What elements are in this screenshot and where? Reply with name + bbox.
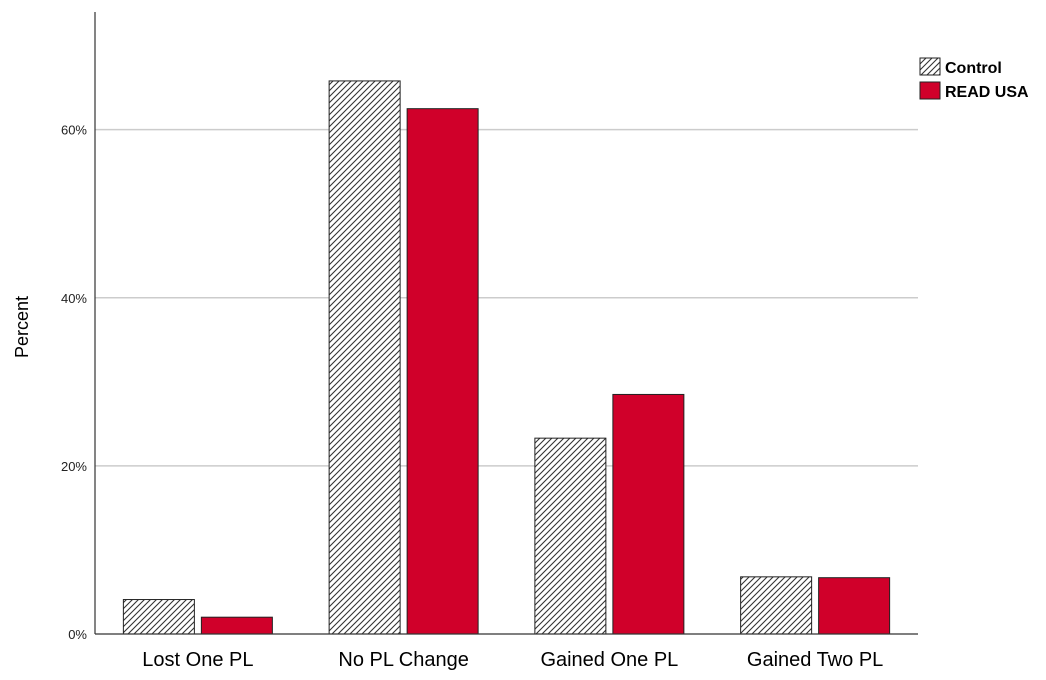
legend-swatch [919,81,941,100]
gridlines [95,128,918,467]
legend: Control READ USA [919,57,1029,101]
bar-control-2 [328,80,401,635]
axes [94,12,918,635]
y-axis-title: Percent [12,296,32,358]
y-tick-labels: 0% 20% 40% 60% [61,123,87,642]
legend-swatch [919,57,941,76]
bars [122,80,891,635]
y-tick-label: 40% [61,291,87,306]
x-category-label: No PL Change [338,649,468,671]
x-category-label: Lost One PL [142,649,253,671]
y-tick-label: 0% [68,627,87,642]
x-category-label: Gained Two PL [747,649,883,671]
bar-read-usa-3 [612,393,685,635]
legend-label: READ USA [945,84,1029,101]
bar-read-usa-1 [200,616,273,635]
y-tick-label: 60% [61,123,87,138]
bar-read-usa-2 [406,108,479,635]
legend-label: Control [945,60,1002,77]
bar-control-3 [534,437,607,635]
bar-control-1 [122,599,195,635]
bar-control-4 [740,576,813,635]
bar-read-usa-4 [818,577,891,635]
x-category-labels: Lost One PL No PL Change Gained One PL Gain… [142,649,883,671]
y-tick-label: 20% [61,459,87,474]
x-category-label: Gained One PL [540,649,678,671]
